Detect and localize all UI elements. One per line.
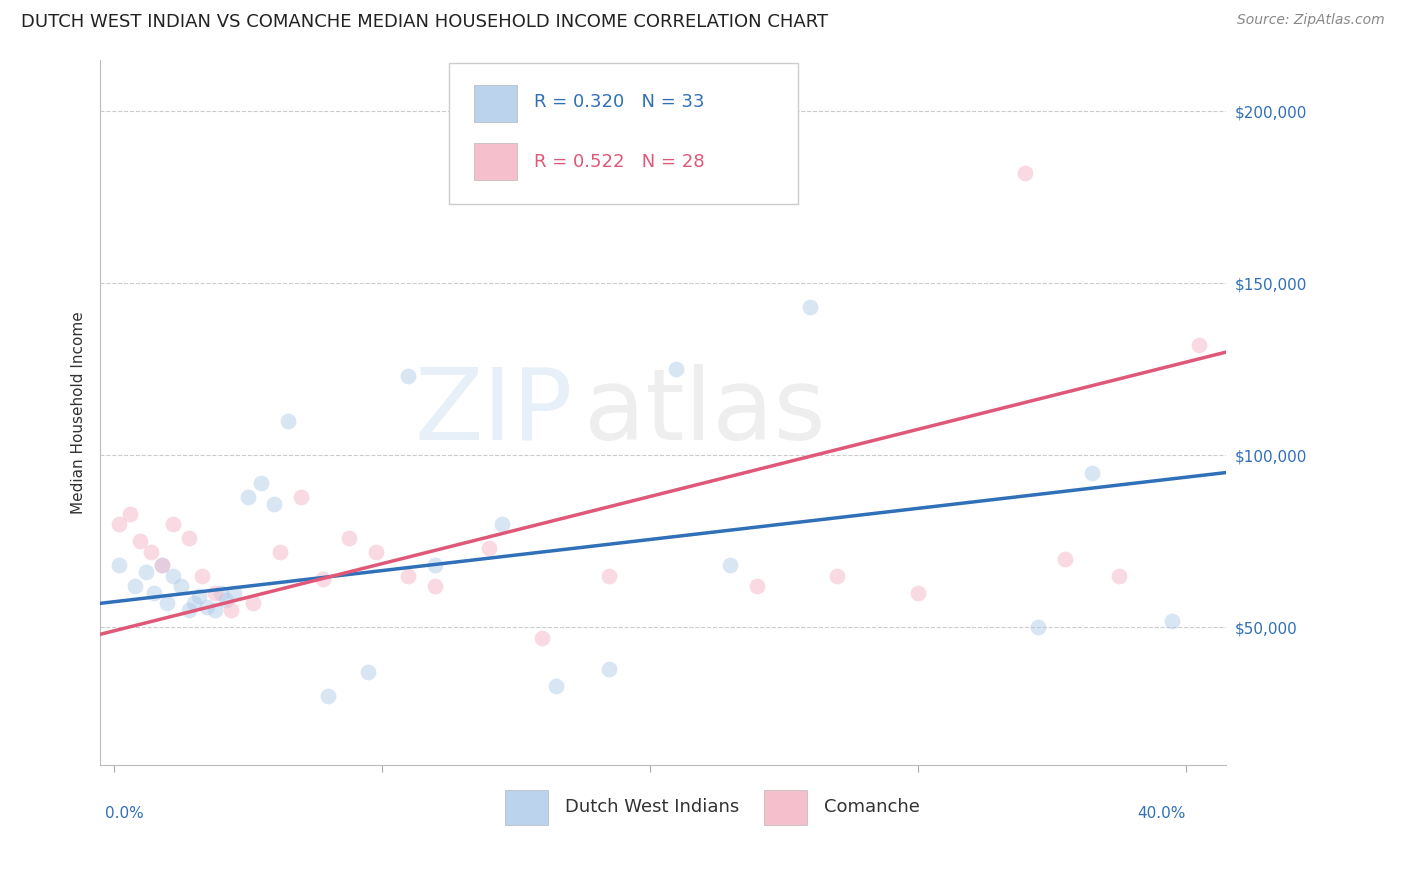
FancyBboxPatch shape xyxy=(505,789,548,825)
Point xyxy=(425,558,447,573)
Point xyxy=(221,603,243,617)
Point xyxy=(396,569,419,583)
Text: 0.0%: 0.0% xyxy=(105,806,145,822)
Point xyxy=(162,569,184,583)
Point xyxy=(118,507,141,521)
Point xyxy=(718,558,741,573)
Point xyxy=(150,558,173,573)
Point xyxy=(1188,338,1211,352)
Point xyxy=(188,590,211,604)
Point xyxy=(290,490,312,504)
Point xyxy=(162,517,184,532)
Point xyxy=(1081,466,1104,480)
Point xyxy=(156,596,179,610)
Point xyxy=(236,490,259,504)
Text: 40.0%: 40.0% xyxy=(1137,806,1185,822)
FancyBboxPatch shape xyxy=(765,789,807,825)
Point xyxy=(169,579,191,593)
Point xyxy=(544,679,567,693)
Point xyxy=(425,579,447,593)
Point xyxy=(825,569,848,583)
Point xyxy=(745,579,768,593)
Y-axis label: Median Household Income: Median Household Income xyxy=(72,311,86,514)
Text: DUTCH WEST INDIAN VS COMANCHE MEDIAN HOUSEHOLD INCOME CORRELATION CHART: DUTCH WEST INDIAN VS COMANCHE MEDIAN HOU… xyxy=(21,13,828,31)
Point xyxy=(129,534,152,549)
Point xyxy=(108,558,131,573)
Point xyxy=(316,690,339,704)
FancyBboxPatch shape xyxy=(449,63,799,204)
Point xyxy=(242,596,264,610)
Point xyxy=(311,572,333,586)
Point xyxy=(177,603,200,617)
Point xyxy=(204,603,226,617)
Point xyxy=(478,541,501,556)
Point xyxy=(665,362,688,376)
Point xyxy=(396,369,419,384)
Point xyxy=(150,558,173,573)
Text: ZIP: ZIP xyxy=(415,364,574,461)
Point xyxy=(491,517,513,532)
Point xyxy=(195,599,218,614)
Point xyxy=(191,569,214,583)
Point xyxy=(142,586,165,600)
Point xyxy=(531,631,554,645)
Point xyxy=(598,569,620,583)
Point xyxy=(1161,614,1184,628)
Point xyxy=(277,414,299,428)
Point xyxy=(139,545,162,559)
Point xyxy=(339,531,361,545)
Point xyxy=(209,586,232,600)
Point xyxy=(357,665,380,680)
Point xyxy=(135,566,157,580)
Point xyxy=(799,301,821,315)
Point xyxy=(108,517,131,532)
Point xyxy=(269,545,291,559)
Point xyxy=(250,475,273,490)
Point xyxy=(1014,166,1036,180)
Text: Source: ZipAtlas.com: Source: ZipAtlas.com xyxy=(1237,13,1385,28)
Point xyxy=(1026,620,1049,634)
Point xyxy=(1054,551,1077,566)
Point xyxy=(177,531,200,545)
Text: Dutch West Indians: Dutch West Indians xyxy=(565,798,740,816)
Point xyxy=(598,662,620,676)
Text: atlas: atlas xyxy=(585,364,825,461)
Point xyxy=(366,545,388,559)
Point xyxy=(1108,569,1130,583)
Point xyxy=(907,586,929,600)
Point xyxy=(215,593,238,607)
Point xyxy=(224,586,246,600)
Point xyxy=(124,579,146,593)
Point xyxy=(183,596,205,610)
Point xyxy=(263,497,285,511)
FancyBboxPatch shape xyxy=(474,143,516,179)
FancyBboxPatch shape xyxy=(474,85,516,121)
Text: R = 0.522   N = 28: R = 0.522 N = 28 xyxy=(533,153,704,171)
Text: Comanche: Comanche xyxy=(824,798,920,816)
Point xyxy=(204,586,226,600)
Text: R = 0.320   N = 33: R = 0.320 N = 33 xyxy=(533,93,704,111)
